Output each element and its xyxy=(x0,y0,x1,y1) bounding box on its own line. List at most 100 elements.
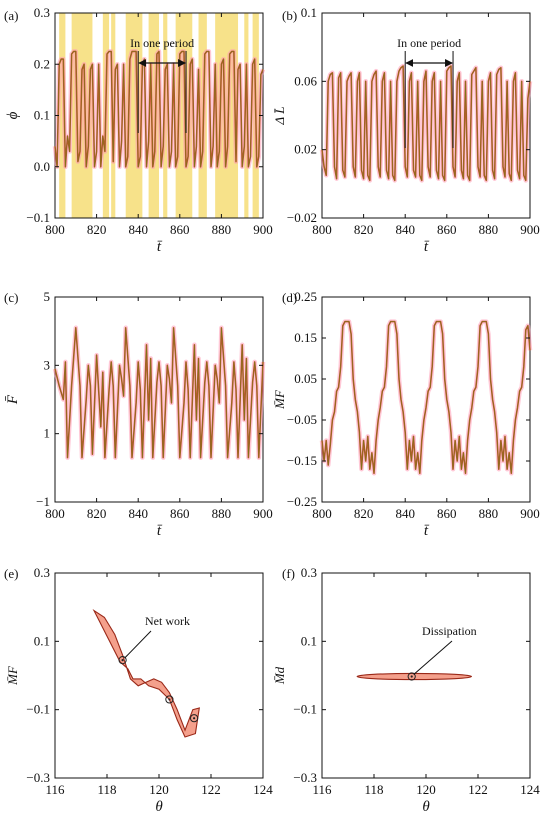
marker-ring-2 xyxy=(190,714,199,723)
plot-frame xyxy=(54,572,264,779)
y-tick-label: −0.25 xyxy=(287,494,317,509)
x-tick-label: 900 xyxy=(253,222,273,237)
x-tick-label: 880 xyxy=(479,222,499,237)
plot-frame xyxy=(321,12,531,219)
marker-ring-0 xyxy=(407,672,416,681)
panel-b-xlabel: t̄ xyxy=(424,239,430,255)
y-tick-label: 0.1 xyxy=(34,108,50,123)
panel-a-xlabel: t̄ xyxy=(157,239,163,255)
panel-b-axes xyxy=(321,12,531,219)
y-tick-label: −1 xyxy=(36,494,50,509)
x-tick-label: 124 xyxy=(520,782,540,797)
x-tick-label: 122 xyxy=(468,782,488,797)
y-tick-label: −0.1 xyxy=(26,702,50,717)
panel-f-pointer xyxy=(413,640,453,675)
y-tick-label: −0.1 xyxy=(293,702,317,717)
panel-d-curve xyxy=(319,319,533,476)
y-tick-label: −0.3 xyxy=(293,770,317,785)
series-line-core xyxy=(54,51,264,168)
panel-c-ticks: 800 820 840 860 880 900 −1 1 3 5 xyxy=(36,289,273,521)
y-tick-label: 0.02 xyxy=(294,142,317,157)
y-tick-label: 0.3 xyxy=(34,565,50,580)
x-tick-label: 820 xyxy=(87,222,107,237)
x-tick-label: 880 xyxy=(212,222,232,237)
marker-dot-1 xyxy=(168,698,171,701)
panel-e-annotation: Net work xyxy=(145,614,190,628)
y-tick-label: 1 xyxy=(44,426,51,441)
x-tick-label: 116 xyxy=(45,782,65,797)
panel-a-ylabel: ϕ xyxy=(5,111,21,119)
x-tick-label: 900 xyxy=(520,506,540,521)
x-tick-label: 900 xyxy=(520,222,540,237)
x-tick-label: 840 xyxy=(128,222,148,237)
y-tick-label: 0.05 xyxy=(294,371,317,386)
panel-a-curve xyxy=(52,49,266,170)
y-tick-label: 0.2 xyxy=(34,56,50,71)
panel-a-period-bracket xyxy=(137,51,187,133)
marker-dot-0 xyxy=(121,659,124,662)
x-tick-label: 800 xyxy=(312,506,332,521)
x-tick-label: 880 xyxy=(212,506,232,521)
x-tick-label: 840 xyxy=(128,506,148,521)
series-halo xyxy=(319,319,533,476)
panel-f-ticks: 116 118 120 122 124 −0.3 −0.1 0.1 0.3 xyxy=(293,565,540,797)
x-tick-label: 820 xyxy=(354,506,374,521)
marker-ring-1 xyxy=(165,695,174,704)
y-tick-label: 3 xyxy=(44,357,51,372)
panel-c-ylabel: F̄ xyxy=(5,394,21,405)
y-tick-label: −0.05 xyxy=(287,412,317,427)
plot-frame xyxy=(321,296,531,503)
marker-ring-0 xyxy=(118,656,127,665)
x-tick-label: 800 xyxy=(45,506,65,521)
panel-d: (d) 800 820 840 860 880 900 −0.25 −0.15 −0.05 0.0… xyxy=(272,289,540,539)
y-tick-label: −0.02 xyxy=(287,210,317,225)
panel-e-loop xyxy=(92,609,200,738)
panel-f-annotation: Dissipation xyxy=(422,624,477,638)
series-line-core xyxy=(321,65,531,181)
x-tick-label: 116 xyxy=(312,782,332,797)
x-tick-label: 820 xyxy=(354,222,374,237)
panel-e-ylabel: M̄F xyxy=(5,665,20,686)
x-tick-label: 120 xyxy=(416,782,436,797)
panel-b-annotation: In one period xyxy=(397,36,461,50)
series-line-core xyxy=(321,321,531,474)
y-tick-label: 5 xyxy=(44,289,51,304)
x-tick-label: 860 xyxy=(437,222,457,237)
panel-e-pointer xyxy=(124,630,152,659)
series-line-core xyxy=(54,327,264,458)
x-tick-label: 900 xyxy=(253,506,273,521)
x-tick-label: 800 xyxy=(45,222,65,237)
x-tick-label: 860 xyxy=(170,222,190,237)
x-tick-label: 860 xyxy=(437,506,457,521)
y-tick-label: −0.3 xyxy=(26,770,50,785)
panel-a: (a) 800 820 840 860 880 900 −0.1 0.0 0.1 0.2 0.3 t… xyxy=(4,5,273,255)
panel-a-annotation: In one period xyxy=(130,36,194,50)
panel-e-ticks: 116 118 120 122 124 −0.3 −0.1 0.1 0.3 xyxy=(26,565,273,797)
y-tick-label: 0.1 xyxy=(301,633,317,648)
marker-dot-0 xyxy=(410,675,413,678)
panel-d-xlabel: t̄ xyxy=(424,523,430,539)
panel-d-label: (d) xyxy=(282,290,297,305)
panel-b-curve xyxy=(319,63,533,183)
y-tick-label: 0.15 xyxy=(294,330,317,345)
panel-b: (b) 800 820 840 860 880 900 −0.02 0.02 0.06 0.1 t… xyxy=(272,5,540,255)
x-tick-label: 124 xyxy=(253,782,273,797)
panel-b-label: (b) xyxy=(282,8,297,23)
net-work-loop xyxy=(92,609,200,738)
x-tick-label: 840 xyxy=(395,222,415,237)
y-tick-label: 0.06 xyxy=(294,73,317,88)
panel-c-label: (c) xyxy=(4,290,18,305)
panel-b-period-bracket xyxy=(404,51,454,148)
panel-c-curve xyxy=(52,325,266,460)
panel-c: (c) 800 820 840 860 880 900 −1 1 3 5 t̄ F̄ xyxy=(4,289,273,539)
x-tick-label: 820 xyxy=(87,506,107,521)
panel-b-ticks: 800 820 840 860 880 900 −0.02 0.02 0.06 0.1 xyxy=(287,5,540,237)
panel-f-label: (f) xyxy=(282,566,295,581)
y-tick-label: −0.1 xyxy=(26,210,50,225)
x-tick-label: 800 xyxy=(312,222,332,237)
panel-a-ticks: 800 820 840 860 880 900 −0.1 0.0 0.1 0.2 0.3 xyxy=(26,5,272,237)
panel-a-label: (a) xyxy=(4,8,18,23)
x-tick-label: 120 xyxy=(149,782,169,797)
panel-e-axes xyxy=(54,572,264,779)
